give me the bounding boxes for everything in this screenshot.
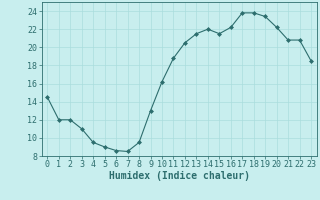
X-axis label: Humidex (Indice chaleur): Humidex (Indice chaleur) xyxy=(109,171,250,181)
